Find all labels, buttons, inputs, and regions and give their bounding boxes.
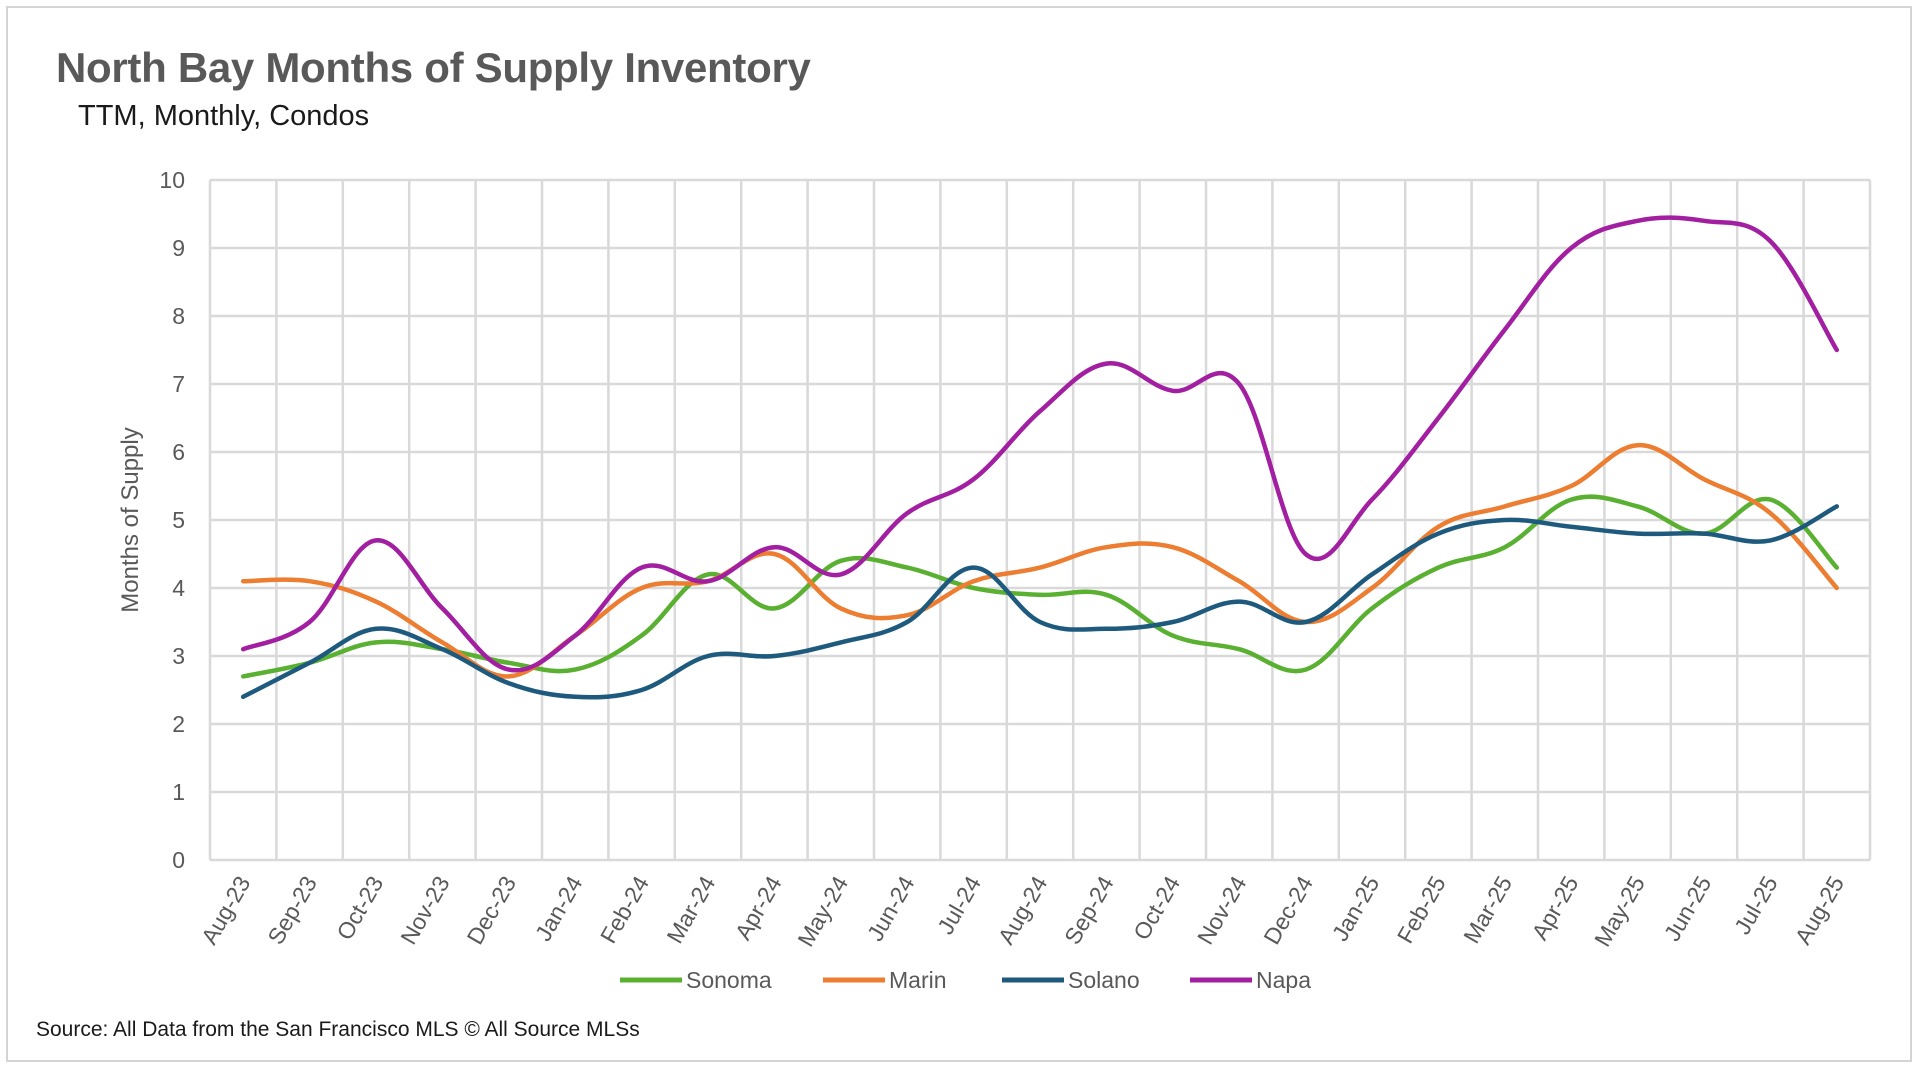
x-tick-label: Dec-24 bbox=[1258, 871, 1318, 948]
y-tick-label: 4 bbox=[172, 575, 185, 601]
x-tick-label: Jun-25 bbox=[1659, 872, 1717, 946]
x-tick-label: Feb-25 bbox=[1392, 872, 1451, 948]
x-tick-label: Nov-24 bbox=[1192, 871, 1252, 948]
x-tick-label: Aug-23 bbox=[196, 872, 256, 949]
x-tick-label: Dec-23 bbox=[462, 872, 522, 949]
x-tick-label: Mar-24 bbox=[661, 871, 720, 947]
y-tick-label: 9 bbox=[172, 235, 185, 261]
x-tick-label: Feb-24 bbox=[595, 871, 654, 947]
series-line-napa bbox=[240, 215, 1840, 673]
x-tick-label: Nov-23 bbox=[395, 872, 455, 949]
series-line-solano bbox=[240, 504, 1840, 700]
x-axis-ticks: Aug-23 Sep-23 Oct-23 Nov-23 Dec-23 Jan-24 Feb-… bbox=[196, 871, 1849, 951]
y-tick-label: 1 bbox=[172, 779, 185, 805]
y-tick-label: 10 bbox=[159, 167, 185, 193]
x-tick-label: Mar-25 bbox=[1458, 872, 1517, 948]
x-tick-label: Jan-24 bbox=[530, 871, 588, 945]
x-tick-label: May-25 bbox=[1589, 872, 1650, 951]
x-tick-label: May-24 bbox=[792, 871, 853, 951]
chart-subtitle: TTM, Monthly, Condos bbox=[78, 100, 370, 132]
y-tick-label: 8 bbox=[172, 303, 185, 329]
y-tick-label: 3 bbox=[172, 643, 185, 669]
legend-label-solano: Solano bbox=[1068, 967, 1140, 993]
y-tick-label: 6 bbox=[172, 439, 185, 465]
legend-label-napa: Napa bbox=[1256, 967, 1311, 993]
x-tick-label: Oct-24 bbox=[1128, 871, 1185, 944]
x-tick-label: Apr-24 bbox=[730, 871, 787, 944]
x-tick-label: Jul-24 bbox=[932, 871, 986, 938]
chart-frame bbox=[6, 6, 1912, 1062]
y-tick-label: 0 bbox=[172, 847, 185, 873]
x-tick-label: Apr-25 bbox=[1526, 872, 1583, 945]
series-line-marin bbox=[240, 442, 1840, 679]
series-lines bbox=[240, 215, 1840, 700]
grid-lines bbox=[208, 178, 1872, 862]
legend-label-sonoma: Sonoma bbox=[686, 967, 772, 993]
x-tick-label: Sep-23 bbox=[262, 872, 322, 949]
x-tick-label: Jul-25 bbox=[1729, 872, 1783, 939]
y-axis-title: Months of Supply bbox=[117, 427, 144, 612]
x-tick-label: Sep-24 bbox=[1059, 871, 1119, 948]
x-tick-label: Jan-25 bbox=[1327, 872, 1385, 946]
series-line-sonoma bbox=[240, 494, 1840, 679]
y-tick-label: 2 bbox=[172, 711, 185, 737]
chart-title: North Bay Months of Supply Inventory bbox=[56, 44, 811, 91]
y-tick-label: 7 bbox=[172, 371, 185, 397]
x-tick-label: Oct-23 bbox=[331, 872, 388, 945]
legend-label-marin: Marin bbox=[889, 967, 947, 993]
y-axis-ticks: 0 1 2 3 4 5 6 7 8 9 10 bbox=[159, 167, 185, 873]
x-tick-label: Jun-24 bbox=[862, 871, 920, 945]
x-tick-label: Aug-24 bbox=[993, 871, 1053, 948]
y-tick-label: 5 bbox=[172, 507, 185, 533]
source-note: Source: All Data from the San Francisco … bbox=[36, 1018, 640, 1041]
legend: Sonoma Marin Solano Napa bbox=[620, 967, 1311, 993]
x-tick-label: Aug-25 bbox=[1790, 872, 1850, 949]
